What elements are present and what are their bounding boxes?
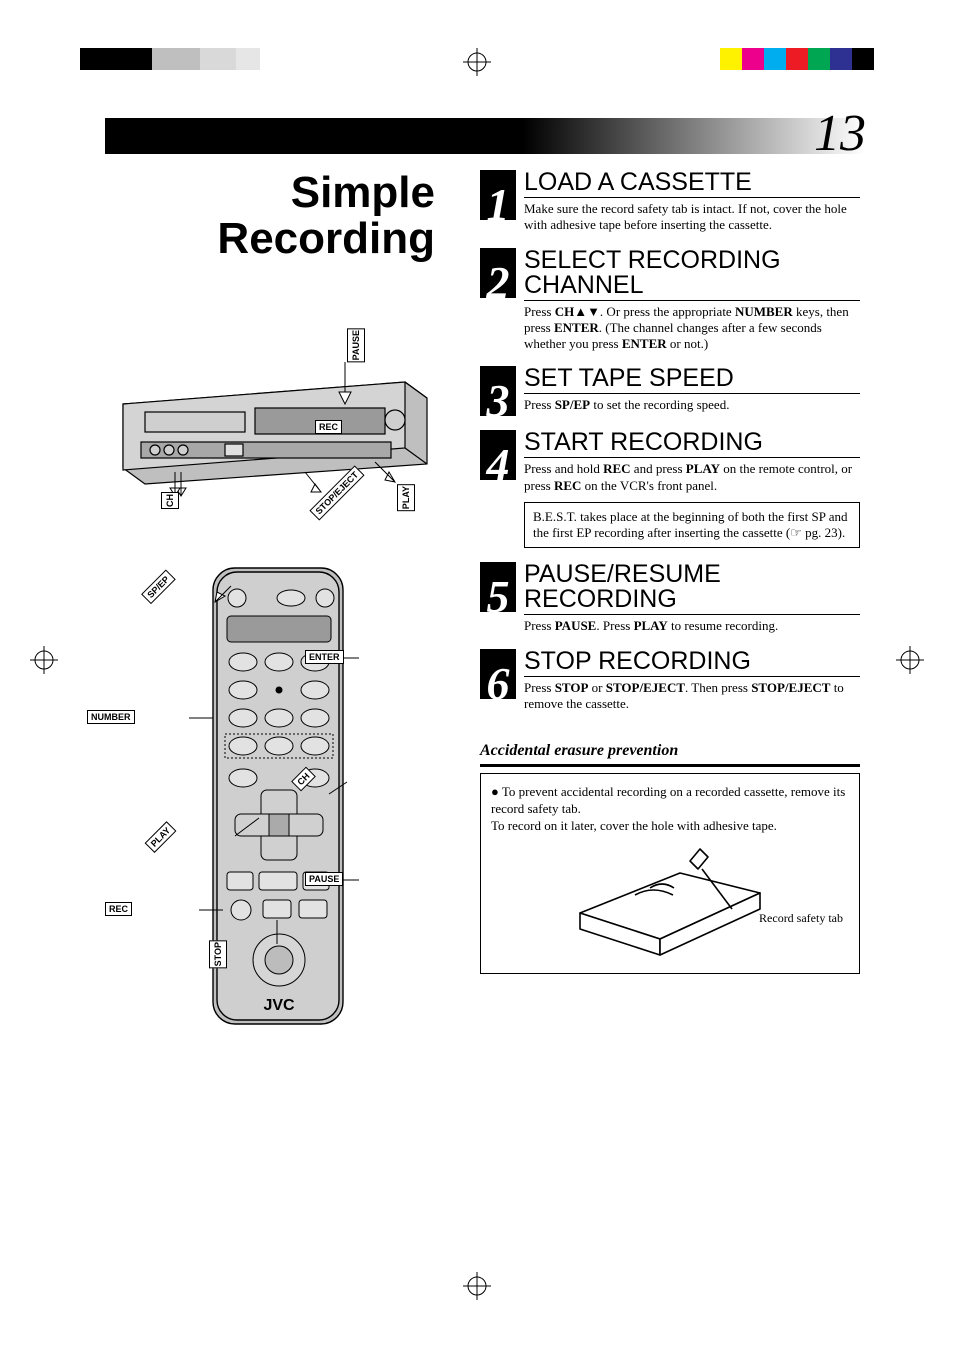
title-line-2: Recording	[217, 214, 435, 263]
page-title: Simple Recording	[105, 170, 445, 262]
steps-list: 1 LOAD A CASSETTE Make sure the record saf…	[480, 170, 860, 712]
remote-brand-text: JVC	[263, 997, 295, 1014]
step-3: 3 SET TAPE SPEED Press SP/EP to set the re…	[480, 366, 860, 416]
step-4: 4 START RECORDING Press and hold REC and p…	[480, 430, 860, 548]
right-column: 1 LOAD A CASSETTE Make sure the record saf…	[480, 170, 860, 974]
title-line-1: Simple	[291, 168, 435, 217]
crosshair-top	[463, 48, 491, 76]
step-1: 1 LOAD A CASSETTE Make sure the record saf…	[480, 170, 860, 234]
tip-box: To prevent accidental recording on a rec…	[480, 773, 860, 974]
registration-bars-right	[698, 48, 874, 70]
step-number: 1	[480, 170, 516, 220]
step-body-text: Make sure the record safety tab is intac…	[524, 201, 860, 234]
step-5: 5PAUSE/RESUME RECORDING Press PAUSE. Pres…	[480, 562, 860, 634]
left-column: Simple Recording	[105, 170, 445, 1042]
vcr-label-rec: REC	[315, 420, 342, 434]
tip-heading: Accidental erasure prevention	[480, 742, 860, 760]
step-note-box: B.E.S.T. takes place at the beginning of…	[524, 502, 860, 549]
registration-bars-left	[80, 48, 260, 70]
vcr-label-ch: CH	[161, 492, 179, 509]
step-body-text: Press SP/EP to set the recording speed.	[524, 397, 860, 413]
vcr-illustration: PAUSE REC CH STOP/EJECT PLAY	[105, 322, 445, 532]
step-heading: SELECT RECORDING CHANNEL	[524, 248, 860, 298]
remote-label-pause: PAUSE	[305, 872, 343, 886]
step-number: 2	[480, 248, 516, 298]
remote-label-number: NUMBER	[87, 710, 135, 724]
record-safety-tab-label: Record safety tab	[759, 911, 843, 927]
vcr-label-pause: PAUSE	[347, 328, 365, 362]
crosshair-bottom	[463, 1272, 491, 1300]
step-2: 2SELECT RECORDING CHANNEL Press CH▲▼. Or …	[480, 248, 860, 353]
step-6: 6 STOP RECORDING Press STOP or STOP/EJECT.…	[480, 649, 860, 713]
vcr-label-play: PLAY	[397, 484, 415, 511]
remote-label-enter: ENTER	[305, 650, 344, 664]
step-number: 3	[480, 366, 516, 416]
remote-label-rec: REC	[105, 902, 132, 916]
crosshair-left	[30, 646, 58, 674]
step-heading: SET TAPE SPEED	[524, 366, 860, 391]
page-number: 13	[814, 104, 866, 163]
step-body-text: Press STOP or STOP/EJECT. Then press STO…	[524, 680, 860, 713]
step-heading: START RECORDING	[524, 430, 860, 455]
step-body-text: Press CH▲▼. Or press the appropriate NUM…	[524, 304, 860, 353]
step-body-text: Press PAUSE. Press PLAY to resume record…	[524, 618, 860, 634]
crosshair-right	[896, 646, 924, 674]
remote-illustration: JVC SP/EP ENTER NUMBER CH PLAY PAUSE REC…	[105, 562, 445, 1042]
step-number: 5	[480, 562, 516, 612]
step-number: 4	[480, 430, 516, 480]
step-body-text: Press and hold REC and press PLAY on the…	[524, 461, 860, 494]
tip-section: Accidental erasure prevention To prevent…	[480, 742, 860, 974]
header-gradient-bar	[105, 118, 865, 154]
remote-label-stop: STOP	[209, 940, 227, 968]
tip-bullet: To prevent accidental recording on a rec…	[491, 784, 849, 835]
tip-rule	[480, 764, 860, 767]
step-heading: PAUSE/RESUME RECORDING	[524, 562, 860, 612]
step-number: 6	[480, 649, 516, 699]
cassette-illustration: Record safety tab	[491, 843, 849, 963]
step-heading: STOP RECORDING	[524, 649, 860, 674]
step-heading: LOAD A CASSETTE	[524, 170, 860, 195]
